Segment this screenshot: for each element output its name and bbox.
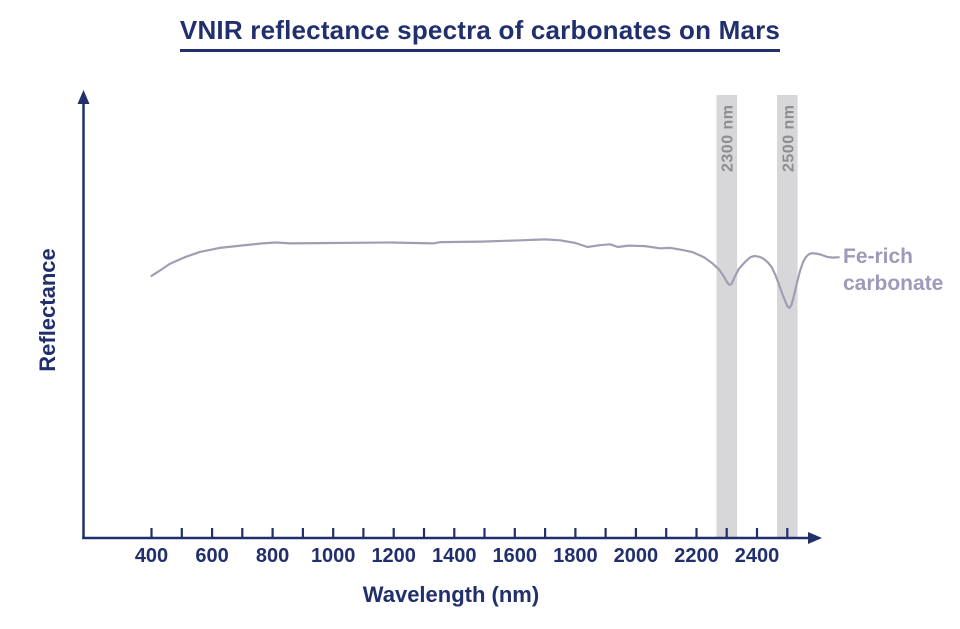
chart-title: VNIR reflectance spectra of carbonates o… bbox=[179, 15, 781, 52]
x-tick-label-2000: 2000 bbox=[614, 545, 659, 567]
y-axis-label: Reflectance bbox=[35, 248, 60, 372]
title-row: VNIR reflectance spectra of carbonates o… bbox=[0, 15, 960, 52]
spectrum-curve bbox=[150, 238, 840, 309]
x-tick-label-1600: 1600 bbox=[493, 545, 538, 567]
x-tick-label-1200: 1200 bbox=[371, 545, 416, 567]
x-tick-label-2400: 2400 bbox=[735, 545, 780, 567]
x-axis-label: Wavelength (nm) bbox=[362, 582, 540, 607]
series-label-fe-rich-carbonate: Fe-rich carbonate bbox=[843, 245, 944, 295]
x-tick-label-1000: 1000 bbox=[311, 545, 356, 567]
x-tick-label-1400: 1400 bbox=[432, 545, 477, 567]
y-axis-arrow bbox=[77, 90, 90, 104]
highlight-band-2500 bbox=[777, 95, 798, 537]
x-axis-arrow bbox=[808, 532, 822, 544]
band-label-2500: 2500 nm bbox=[780, 104, 797, 172]
band-label-2300: 2300 nm bbox=[720, 104, 737, 172]
x-tick-label-600: 600 bbox=[195, 545, 228, 567]
x-tick-label-800: 800 bbox=[256, 545, 289, 567]
x-tick-label-400: 400 bbox=[135, 545, 168, 567]
x-tick-label-2200: 2200 bbox=[674, 545, 719, 567]
x-tick-label-1800: 1800 bbox=[553, 545, 598, 567]
highlight-band-2300 bbox=[716, 95, 738, 537]
